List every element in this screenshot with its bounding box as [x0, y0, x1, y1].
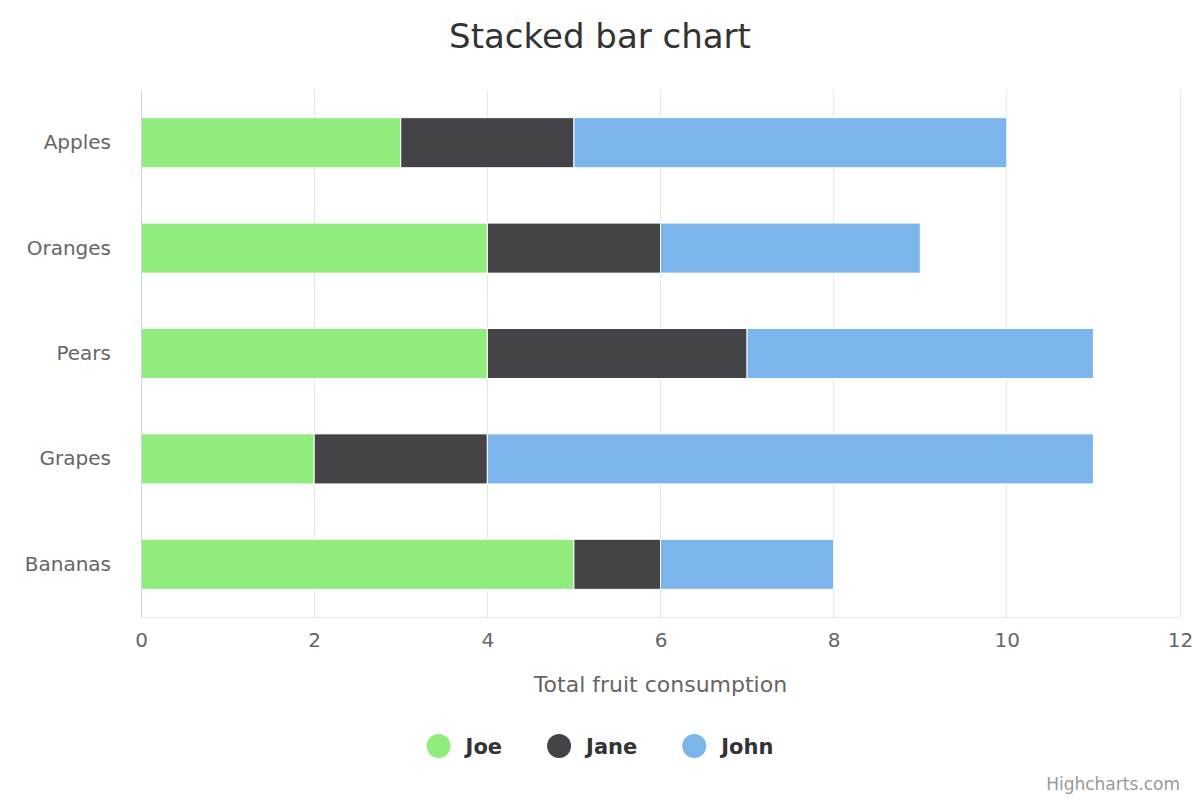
background — [0, 0, 1200, 800]
bar — [141, 223, 487, 273]
bar — [574, 539, 661, 589]
tick-label: Oranges — [27, 236, 111, 260]
title: Stacked bar chart — [449, 16, 751, 56]
tick-label: Bananas — [25, 552, 111, 576]
bar — [141, 328, 487, 378]
tick: 8 — [828, 617, 841, 652]
credits: Highcharts.com — [1046, 774, 1180, 794]
category-axis: Apples Oranges Pears Grapes Bananas — [25, 91, 142, 618]
chart: 0 2 4 6 8 10 12 Apples Oranges Pears Grapes Bananas… — [0, 0, 1200, 800]
bar — [487, 434, 1093, 484]
bar — [314, 434, 487, 484]
legend-symbol — [547, 734, 571, 758]
grid-line — [1180, 90, 1181, 617]
legend: Joe Jane John — [427, 734, 774, 759]
tick: 6 — [655, 617, 668, 652]
bar — [661, 539, 834, 589]
legend-symbol — [682, 734, 706, 758]
grid-line — [141, 90, 142, 617]
tick-label: Pears — [56, 341, 111, 365]
grid — [141, 90, 1180, 617]
tick: Apples — [44, 130, 141, 154]
tick-label: 10 — [995, 628, 1020, 652]
tick-label: Grapes — [40, 446, 111, 470]
tick: 0 — [135, 617, 148, 652]
tick: Grapes — [40, 446, 141, 470]
axis-line — [141, 91, 142, 618]
plot: 0 2 4 6 8 10 12 Apples Oranges Pears Grapes Bananas — [25, 90, 1193, 652]
bar — [661, 223, 921, 273]
tick-label: 4 — [481, 628, 494, 652]
tick: Oranges — [27, 236, 141, 260]
tick: 12 — [1168, 617, 1193, 652]
bar — [574, 118, 1007, 168]
bar — [487, 328, 747, 378]
tick-label: 12 — [1168, 628, 1193, 652]
legend-symbol — [427, 734, 451, 758]
legend-label: Joe — [464, 735, 502, 759]
legend-item[interactable]: Joe — [427, 734, 502, 759]
legend-item[interactable]: Jane — [547, 734, 637, 759]
tick: 4 — [481, 617, 494, 652]
bar — [141, 539, 574, 589]
tick: 2 — [308, 617, 321, 652]
tick-label: 0 — [135, 628, 148, 652]
tick-label: 6 — [655, 628, 668, 652]
bar — [141, 434, 314, 484]
value-axis: 0 2 4 6 8 10 12 — [135, 617, 1193, 652]
tick-label: 2 — [308, 628, 321, 652]
bar — [141, 118, 401, 168]
bar — [747, 328, 1093, 378]
legend-item[interactable]: John — [682, 734, 773, 759]
tick-label: 8 — [828, 628, 841, 652]
legend-label: Jane — [584, 735, 637, 759]
tick: Bananas — [25, 552, 141, 576]
tick-label: Apples — [44, 130, 111, 154]
bar — [487, 223, 660, 273]
axis-line — [142, 617, 1181, 618]
legend-label: John — [719, 735, 773, 759]
tick: Pears — [56, 341, 141, 365]
bars — [141, 118, 1093, 590]
tick: 10 — [995, 617, 1020, 652]
axis-title: Total fruit consumption — [533, 672, 787, 697]
bar — [401, 118, 574, 168]
